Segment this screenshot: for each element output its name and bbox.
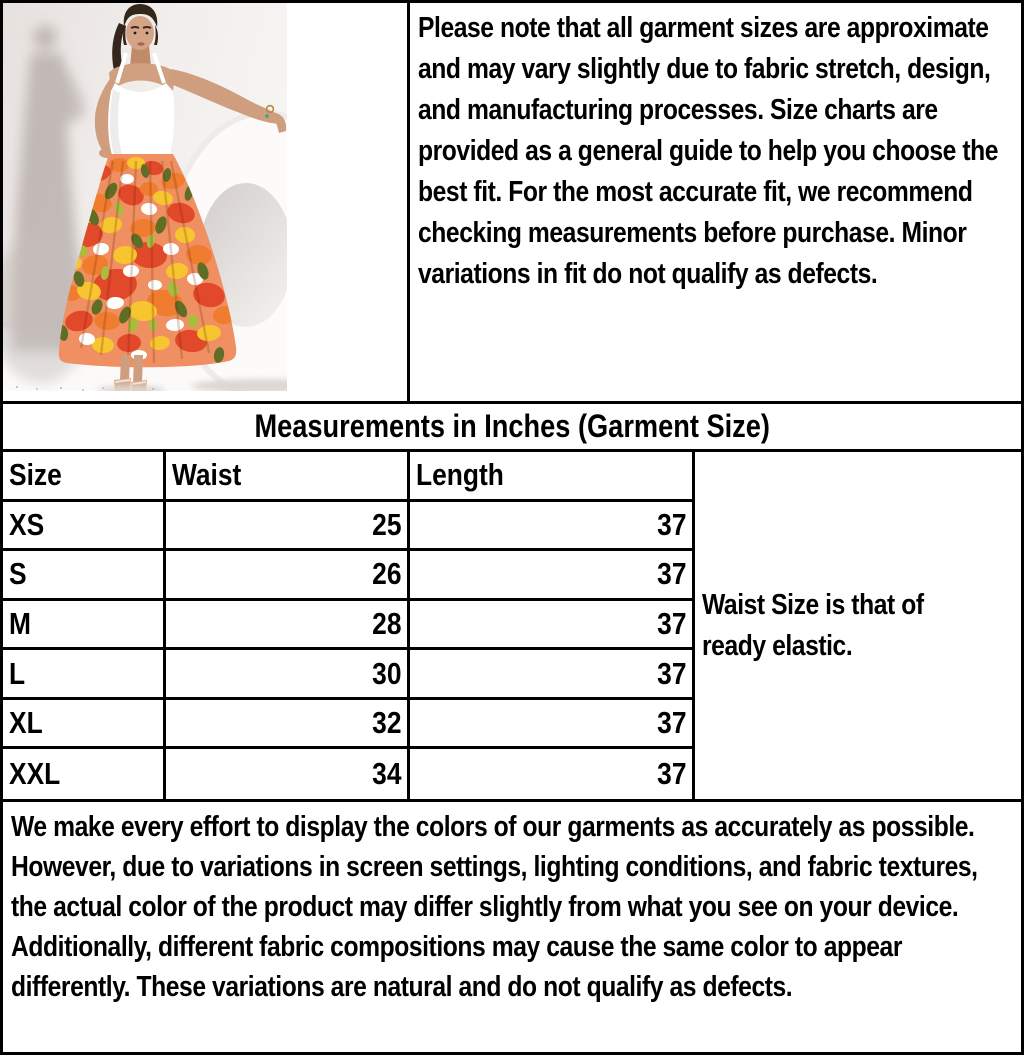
floor-specks	[16, 386, 154, 391]
table-row-s-size: S	[3, 551, 166, 601]
size-table: Size Waist Length Waist Size is that of …	[3, 452, 1021, 802]
column-header-waist: Waist	[166, 452, 410, 502]
model-photo-illustration	[3, 3, 287, 391]
table-row-l-waist: 30	[166, 650, 410, 700]
table-row-xxl-waist: 34	[166, 749, 410, 799]
model	[58, 4, 287, 391]
table-row-xl-size: XL	[3, 699, 166, 750]
table-row-xxl-length: 37	[410, 749, 695, 799]
table-row-xs-waist: 25	[166, 501, 410, 552]
table-row-xs-size: XS	[3, 501, 166, 552]
column-header-length: Length	[410, 452, 695, 502]
table-row-xl-length: 37	[410, 699, 695, 750]
top-section: Please note that all garment sizes are a…	[3, 3, 1021, 404]
table-row-s-length: 37	[410, 551, 695, 601]
table-row-m-length: 37	[410, 600, 695, 651]
table-row-m-size: M	[3, 600, 166, 651]
waist-note-text: Waist Size is that of ready elastic.	[702, 588, 924, 662]
table-title: Measurements in Inches (Garment Size)	[254, 408, 770, 444]
table-row-s-waist: 26	[166, 551, 410, 601]
table-row-xs-length: 37	[410, 501, 695, 552]
table-row-l-size: L	[3, 650, 166, 700]
column-header-size: Size	[3, 452, 166, 502]
waist-note-cell: Waist Size is that of ready elastic.	[695, 452, 1021, 799]
size-disclaimer-text: Please note that all garment sizes are a…	[418, 12, 999, 290]
bracelet	[265, 104, 275, 114]
table-row-xxl-size: XXL	[3, 749, 166, 799]
size-disclaimer-cell: Please note that all garment sizes are a…	[410, 3, 1021, 401]
table-title-row: Measurements in Inches (Garment Size)	[3, 404, 1021, 452]
product-photo-cell	[3, 3, 410, 401]
color-disclaimer-text: We make every effort to display the colo…	[11, 811, 978, 1003]
color-disclaimer-cell: We make every effort to display the colo…	[3, 802, 1021, 1012]
table-row-m-waist: 28	[166, 600, 410, 651]
table-row-l-length: 37	[410, 650, 695, 700]
table-row-xl-waist: 32	[166, 699, 410, 750]
